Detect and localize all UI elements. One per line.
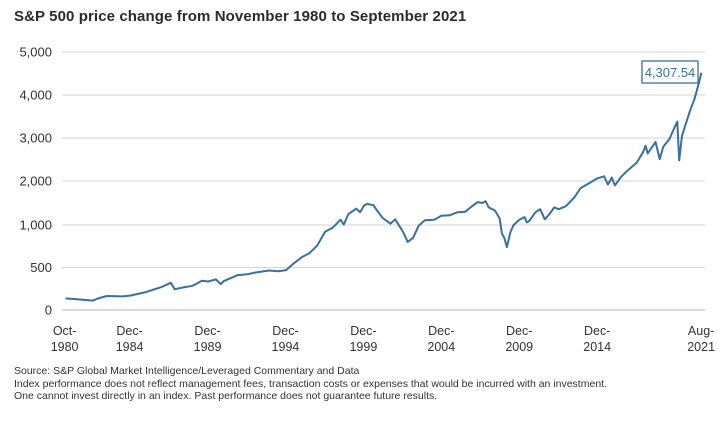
callout-layer: 4,307.54 [641,60,699,84]
series-layer [65,72,703,302]
disclaimer-index: One cannot invest directly in an index. … [14,390,438,402]
y-tick-label: 500 [30,260,52,275]
series-line [65,72,703,302]
footnotes: Source: S&P Global Market Intelligence/L… [14,365,607,403]
y-tick-label: 4,000 [19,88,52,103]
y-axis-ticks: 0 500 1,000 2,000 3,000 4,000 5,000 [19,45,52,318]
x-tick-label: 2014 [583,340,611,354]
x-tick-label: 1994 [272,340,300,354]
x-tick-label: Oct- [53,324,77,338]
y-tick-label: 3,000 [19,131,52,146]
y-tick-label: 0 [45,303,52,318]
x-tick-label: Dec- [584,324,610,338]
line-chart: 0 500 1,000 2,000 3,000 4,000 5,000 Oct- 1980 De… [19,45,715,355]
x-tick-label: 2009 [505,340,533,354]
x-tick-label: 2004 [427,340,455,354]
callout-value: 4,307.54 [645,65,696,80]
x-tick-label: Dec- [194,324,220,338]
x-tick-label: Dec- [272,324,298,338]
x-tick-label: 1999 [349,340,377,354]
gridlines [62,51,705,311]
source-note: Source: S&P Global Market Intelligence/L… [14,365,360,377]
x-axis-ticks: Oct- 1980 Dec- 1984 Dec- 1989 Dec- 1994 Dec- 1999… [51,324,715,354]
x-tick-label: Dec- [428,324,454,338]
y-tick-label: 2,000 [19,174,52,189]
x-tick-label: 1989 [194,340,222,354]
x-tick-label: Dec- [506,324,532,338]
x-tick-label: 1980 [51,340,79,354]
x-tick-label: Dec- [350,324,376,338]
x-tick-label: Dec- [116,324,142,338]
y-tick-label: 1,000 [19,218,52,233]
y-tick-label: 5,000 [19,45,52,60]
disclaimer-fees: Index performance does not reflect manag… [14,377,607,390]
x-tick-label: Aug- [688,324,714,338]
callout-box [641,60,699,84]
x-tick-label: 1984 [116,340,144,354]
x-tick-label: 2021 [687,340,715,354]
chart-title: S&P 500 price change from November 1980 … [14,8,467,25]
